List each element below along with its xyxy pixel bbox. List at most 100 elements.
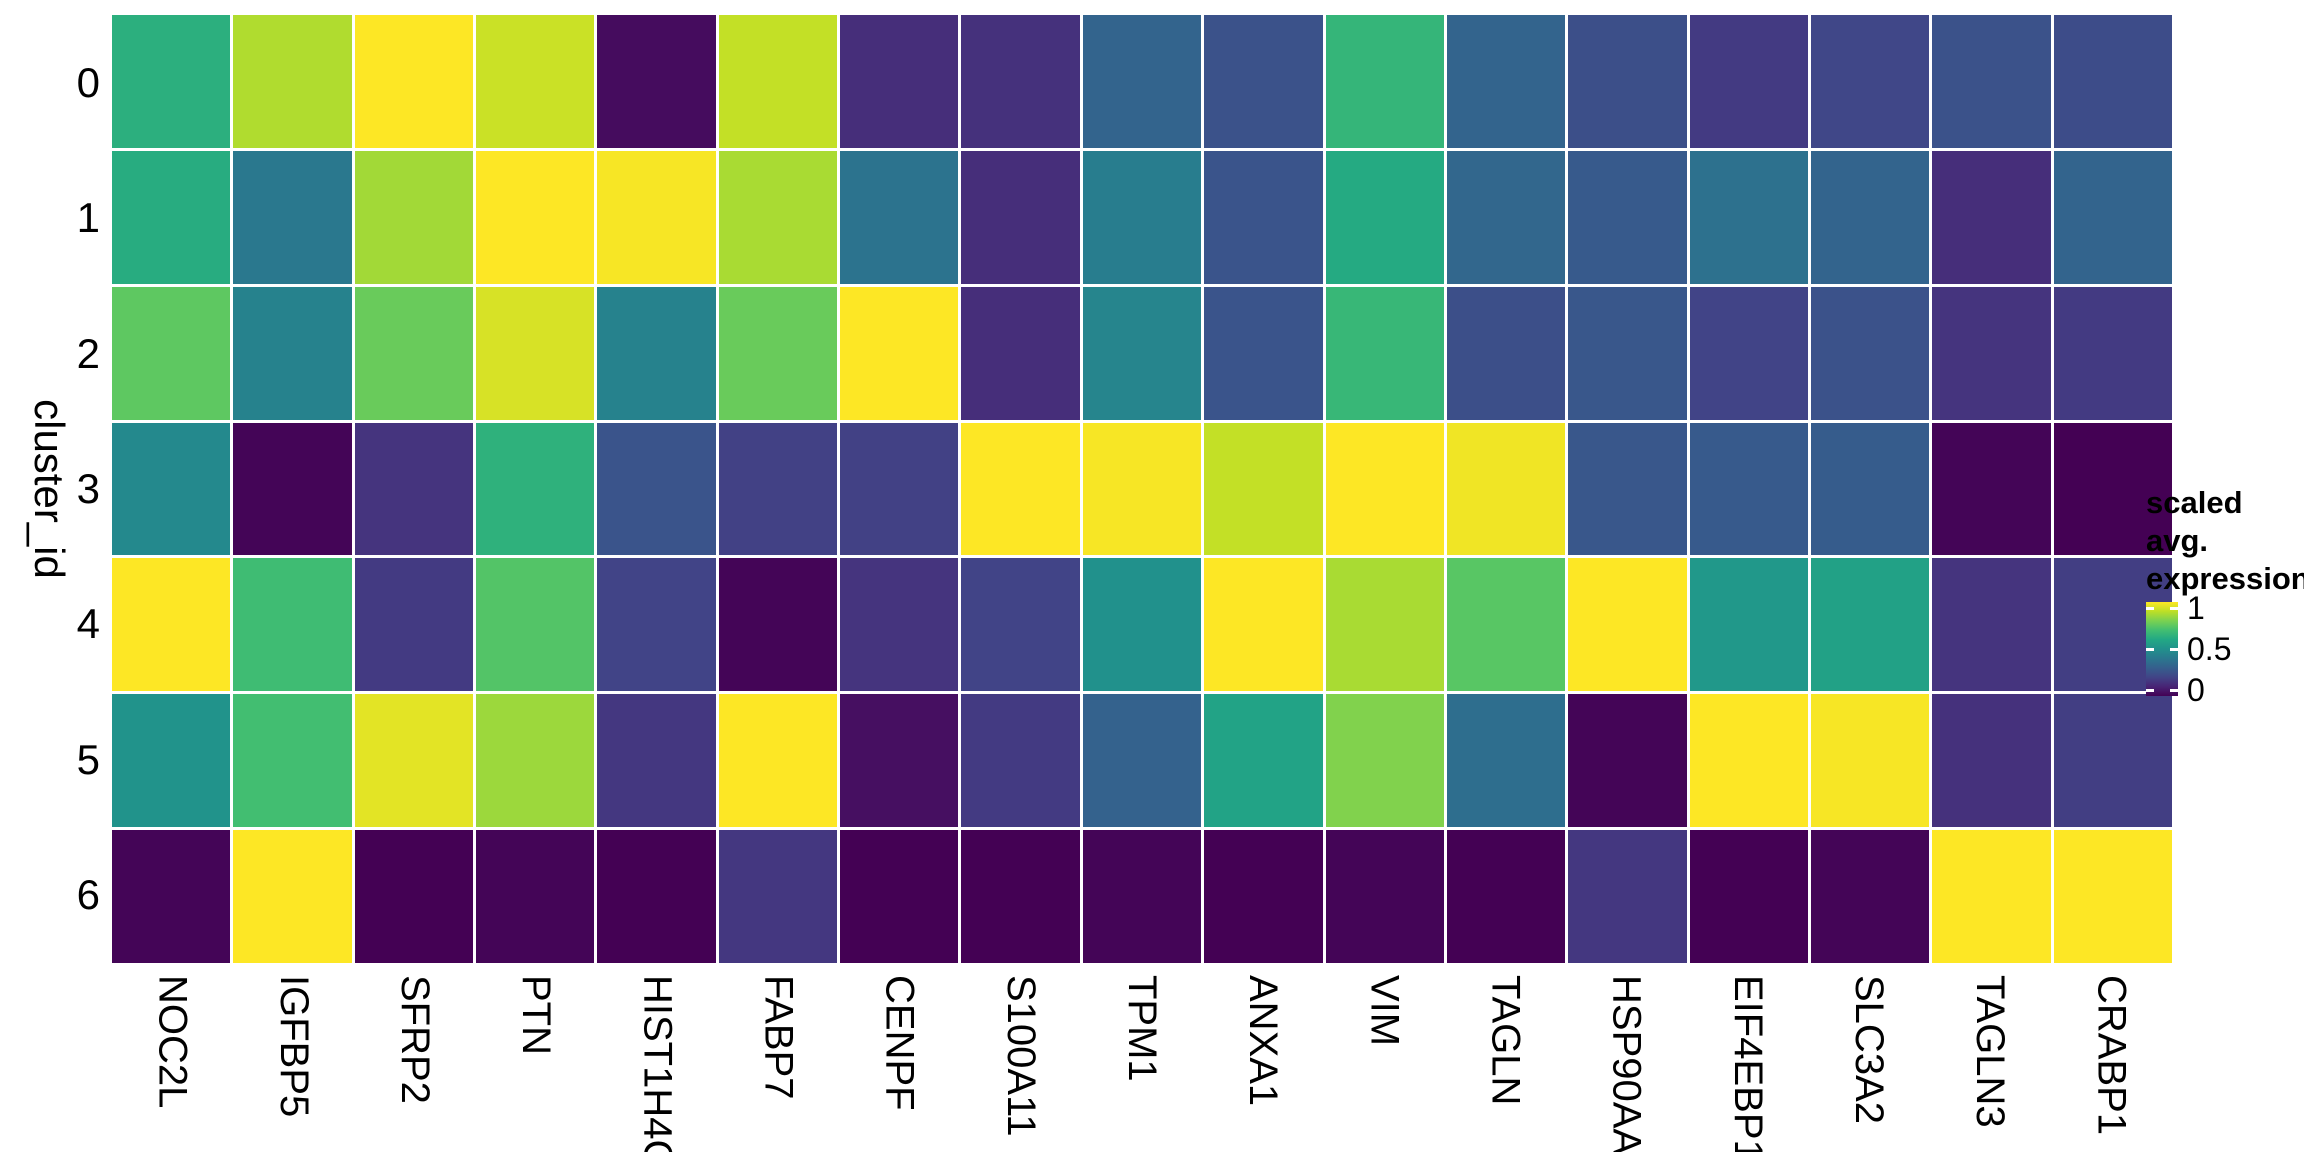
heatmap-cell [718, 558, 838, 692]
heatmap-cell [2053, 286, 2172, 420]
heatmap-cell [1325, 694, 1444, 828]
heatmap-cell [1325, 558, 1444, 692]
heatmap-cell [1932, 422, 2051, 556]
heatmap-cell [1568, 15, 1687, 148]
x-tick-label: EIF4EBP1 [1725, 975, 1770, 1152]
heatmap-cell [1689, 830, 1808, 963]
heatmap-cell [1082, 150, 1202, 284]
heatmap-cell [597, 422, 716, 556]
heatmap-cell [718, 694, 838, 828]
heatmap-cell [476, 694, 595, 828]
heatmap-cell [597, 150, 716, 284]
heatmap-cell [2053, 830, 2172, 963]
heatmap-cell [1082, 286, 1202, 420]
heatmap-cell [233, 694, 352, 828]
heatmap-cell [961, 694, 1080, 828]
heatmap-cell [112, 830, 231, 963]
heatmap-cell [354, 558, 474, 692]
heatmap-cell [840, 422, 959, 556]
heatmap-cell [1446, 830, 1566, 963]
legend-tick-label: 0 [2187, 672, 2205, 708]
heatmap-cell [1810, 694, 1930, 828]
heatmap-cell [476, 422, 595, 556]
heatmap-cell [233, 422, 352, 556]
heatmap-cell [1446, 15, 1566, 148]
legend-tick-label: 1 [2187, 590, 2205, 626]
heatmap-cell [718, 15, 838, 148]
heatmap-cell [961, 15, 1080, 148]
heatmap-cell [1810, 830, 1930, 963]
heatmap-cell [354, 15, 474, 148]
heatmap-cell [1689, 694, 1808, 828]
x-tick-label: CENPF [877, 975, 922, 1111]
heatmap-cell [1689, 150, 1808, 284]
heatmap-cell [1446, 422, 1566, 556]
x-tick-label: IGFBP5 [271, 975, 316, 1118]
heatmap-cell [1932, 830, 2051, 963]
heatmap-cell [1568, 694, 1687, 828]
heatmap-cell [1932, 558, 2051, 692]
heatmap-cell [1325, 150, 1444, 284]
heatmap-cell [1082, 558, 1202, 692]
y-tick-label: 6 [76, 871, 100, 919]
heatmap-cell [961, 286, 1080, 420]
heatmap-cell [1810, 286, 1930, 420]
heatmap-cell [2053, 15, 2172, 148]
heatmap-cell [233, 15, 352, 148]
heatmap-cell [476, 150, 595, 284]
heatmap-cell [718, 830, 838, 963]
heatmap-cell [354, 422, 474, 556]
heatmap-cell [233, 558, 352, 692]
heatmap-cell [233, 286, 352, 420]
heatmap-cell [1568, 286, 1687, 420]
x-tick-label: NOC2L [150, 975, 195, 1109]
heatmap-cell [840, 150, 959, 284]
heatmap-cell [112, 286, 231, 420]
heatmap-cell [1325, 830, 1444, 963]
heatmap-cell [1810, 422, 1930, 556]
heatmap-cell [597, 15, 716, 148]
heatmap-cell [1325, 286, 1444, 420]
legend-title-line2: expression [2146, 561, 2304, 596]
heatmap-cell [1325, 15, 1444, 148]
heatmap-cell [1446, 286, 1566, 420]
heatmap-cell [476, 286, 595, 420]
heatmap-cell [1325, 422, 1444, 556]
heatmap-cell [1810, 150, 1930, 284]
x-tick-label: PTN [514, 975, 559, 1055]
heatmap-cell [1810, 15, 1930, 148]
heatmap-cell [1689, 558, 1808, 692]
heatmap-cell [233, 830, 352, 963]
heatmap-cell [112, 558, 231, 692]
x-tick-label: TAGLN [1483, 975, 1528, 1106]
legend-tick-label: 0.5 [2187, 631, 2232, 667]
heatmap-cell [112, 694, 231, 828]
x-tick-label: HSP90AA1 [1604, 975, 1649, 1152]
heatmap-cell [1689, 286, 1808, 420]
x-tick-label: FABP7 [756, 975, 801, 1100]
heatmap-cell [2053, 150, 2172, 284]
heatmap-cell [354, 286, 474, 420]
x-tick-label: ANXA1 [1241, 975, 1286, 1107]
heatmap-cell [1204, 15, 1323, 148]
heatmap-cell [476, 558, 595, 692]
heatmap-cell [1082, 422, 1202, 556]
legend-tick-mark [2146, 606, 2154, 610]
legend-tick-mark [2170, 688, 2178, 692]
heatmap-cell [476, 830, 595, 963]
heatmap-cell [1568, 150, 1687, 284]
heatmap-cell [1446, 558, 1566, 692]
legend-colorbar [2146, 602, 2178, 696]
legend-colorbar-group: 1 0.5 0 [2146, 592, 2302, 706]
heatmap-cell [354, 830, 474, 963]
heatmap-cell [961, 422, 1080, 556]
heatmap-cell [354, 150, 474, 284]
legend-tick-mark [2170, 606, 2178, 610]
heatmap-cell [961, 150, 1080, 284]
heatmap-cell [1689, 422, 1808, 556]
y-tick-label: 5 [76, 735, 100, 783]
heatmap-cell [840, 286, 959, 420]
legend-title-line1: scaled avg. [2146, 485, 2243, 558]
heatmap-cell [1204, 422, 1323, 556]
